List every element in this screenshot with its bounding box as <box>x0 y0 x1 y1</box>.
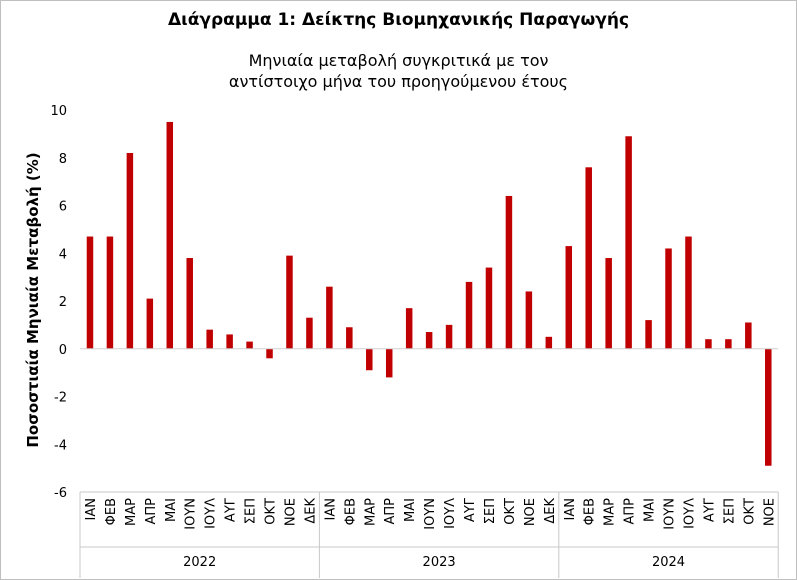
bar <box>565 246 573 349</box>
x-tick-label: ΙΑΝ <box>563 498 578 520</box>
x-tick-label: ΟΚΤ <box>264 498 279 525</box>
x-tick-label: ΣΕΠ <box>244 498 259 524</box>
y-tick-label: 2 <box>59 295 67 310</box>
bar <box>306 317 313 349</box>
bar <box>385 348 393 378</box>
x-tick-label: ΝΟΕ <box>283 498 298 526</box>
bar <box>625 136 632 349</box>
x-tick-label: ΑΥΓ <box>463 497 478 522</box>
x-tick-label: ΙΟΥΛ <box>204 498 219 529</box>
bar <box>106 236 114 349</box>
x-tick-label: ΑΠΡ <box>623 498 638 525</box>
bar <box>505 195 513 349</box>
x-tick-label: ΙΟΥΛ <box>682 498 697 529</box>
x-tick-label: ΜΑΡ <box>124 498 139 526</box>
bar <box>425 332 433 349</box>
y-axis-label: Ποσοστιαία Μηνιαία Μεταβολή (%) <box>24 152 42 447</box>
bar <box>765 348 772 466</box>
bar <box>286 255 293 349</box>
y-tick-label: 6 <box>59 200 67 215</box>
bar <box>525 291 533 349</box>
bar <box>366 348 373 371</box>
x-tick-label: ΑΠΡ <box>383 498 398 525</box>
x-tick-label: ΑΠΡ <box>144 498 159 525</box>
year-label: 2023 <box>423 555 456 570</box>
bar <box>206 329 213 349</box>
bar <box>665 248 672 349</box>
bar <box>166 121 174 349</box>
x-tick-label: ΝΟΕ <box>762 498 777 526</box>
y-tick-label: -6 <box>54 486 67 501</box>
x-tick-label: ΣΕΠ <box>722 498 737 524</box>
x-tick-label: ΔΕΚ <box>543 498 558 524</box>
bar <box>485 267 493 349</box>
y-tick-label: 4 <box>59 247 67 262</box>
x-tick-label: ΙΟΥΛ <box>443 498 458 529</box>
bar <box>346 327 353 349</box>
bar <box>226 334 233 349</box>
y-tick-label: 10 <box>50 104 67 119</box>
bar <box>705 339 712 349</box>
x-tick-label: ΙΟΥΝ <box>423 498 438 530</box>
x-tick-label: ΟΚΤ <box>742 498 757 525</box>
x-tick-label: ΑΥΓ <box>224 497 239 522</box>
x-tick-label: ΙΑΝ <box>323 498 338 520</box>
y-tick-label: -4 <box>54 438 67 453</box>
bar <box>725 339 732 349</box>
bar <box>186 258 193 349</box>
x-tick-label: ΜΑΙ <box>164 498 179 522</box>
bar <box>585 167 592 349</box>
bar <box>405 308 413 349</box>
x-tick-label: ΙΑΝ <box>84 498 99 520</box>
bar <box>685 236 692 349</box>
x-tick-label: ΜΑΙ <box>403 498 418 522</box>
bar <box>266 348 273 359</box>
bar <box>86 236 94 349</box>
bar <box>745 322 752 349</box>
x-tick-label: ΑΥΓ <box>702 497 717 522</box>
x-tick-label: ΜΑΡ <box>603 498 618 526</box>
bar <box>605 258 612 349</box>
bar <box>326 286 333 349</box>
y-tick-label: -2 <box>54 391 67 406</box>
bar <box>545 336 553 349</box>
x-tick-label: ΦΕΒ <box>583 498 598 525</box>
y-tick-label: 8 <box>59 152 67 167</box>
x-tick-label: ΟΚΤ <box>503 498 518 525</box>
x-tick-label: ΔΕΚ <box>303 498 318 524</box>
bar <box>465 281 473 349</box>
x-tick-label: ΜΑΙ <box>643 498 658 522</box>
chart-subtitle: Μηνιαία μεταβολή συγκριτικά με τον αντίσ… <box>228 51 569 91</box>
x-tick-label: ΙΟΥΝ <box>184 498 199 530</box>
y-tick-label: 0 <box>59 343 67 358</box>
x-tick-label: ΦΕΒ <box>104 498 119 525</box>
year-label: 2022 <box>183 555 216 570</box>
x-tick-label: ΣΕΠ <box>483 498 498 524</box>
year-label: 2024 <box>652 555 685 570</box>
bar <box>246 341 253 349</box>
x-tick-label: ΝΟΕ <box>523 498 538 526</box>
x-tick-label: ΦΕΒ <box>343 498 358 525</box>
bar <box>146 298 154 349</box>
x-tick-label: ΙΟΥΝ <box>663 498 678 530</box>
bar <box>445 324 453 349</box>
x-tick-label: ΜΑΡ <box>363 498 378 526</box>
chart-title: Διάγραμμα 1: Δείκτης Βιομηχανικής Παραγω… <box>167 10 630 30</box>
bar <box>126 152 134 349</box>
bar <box>645 320 652 349</box>
